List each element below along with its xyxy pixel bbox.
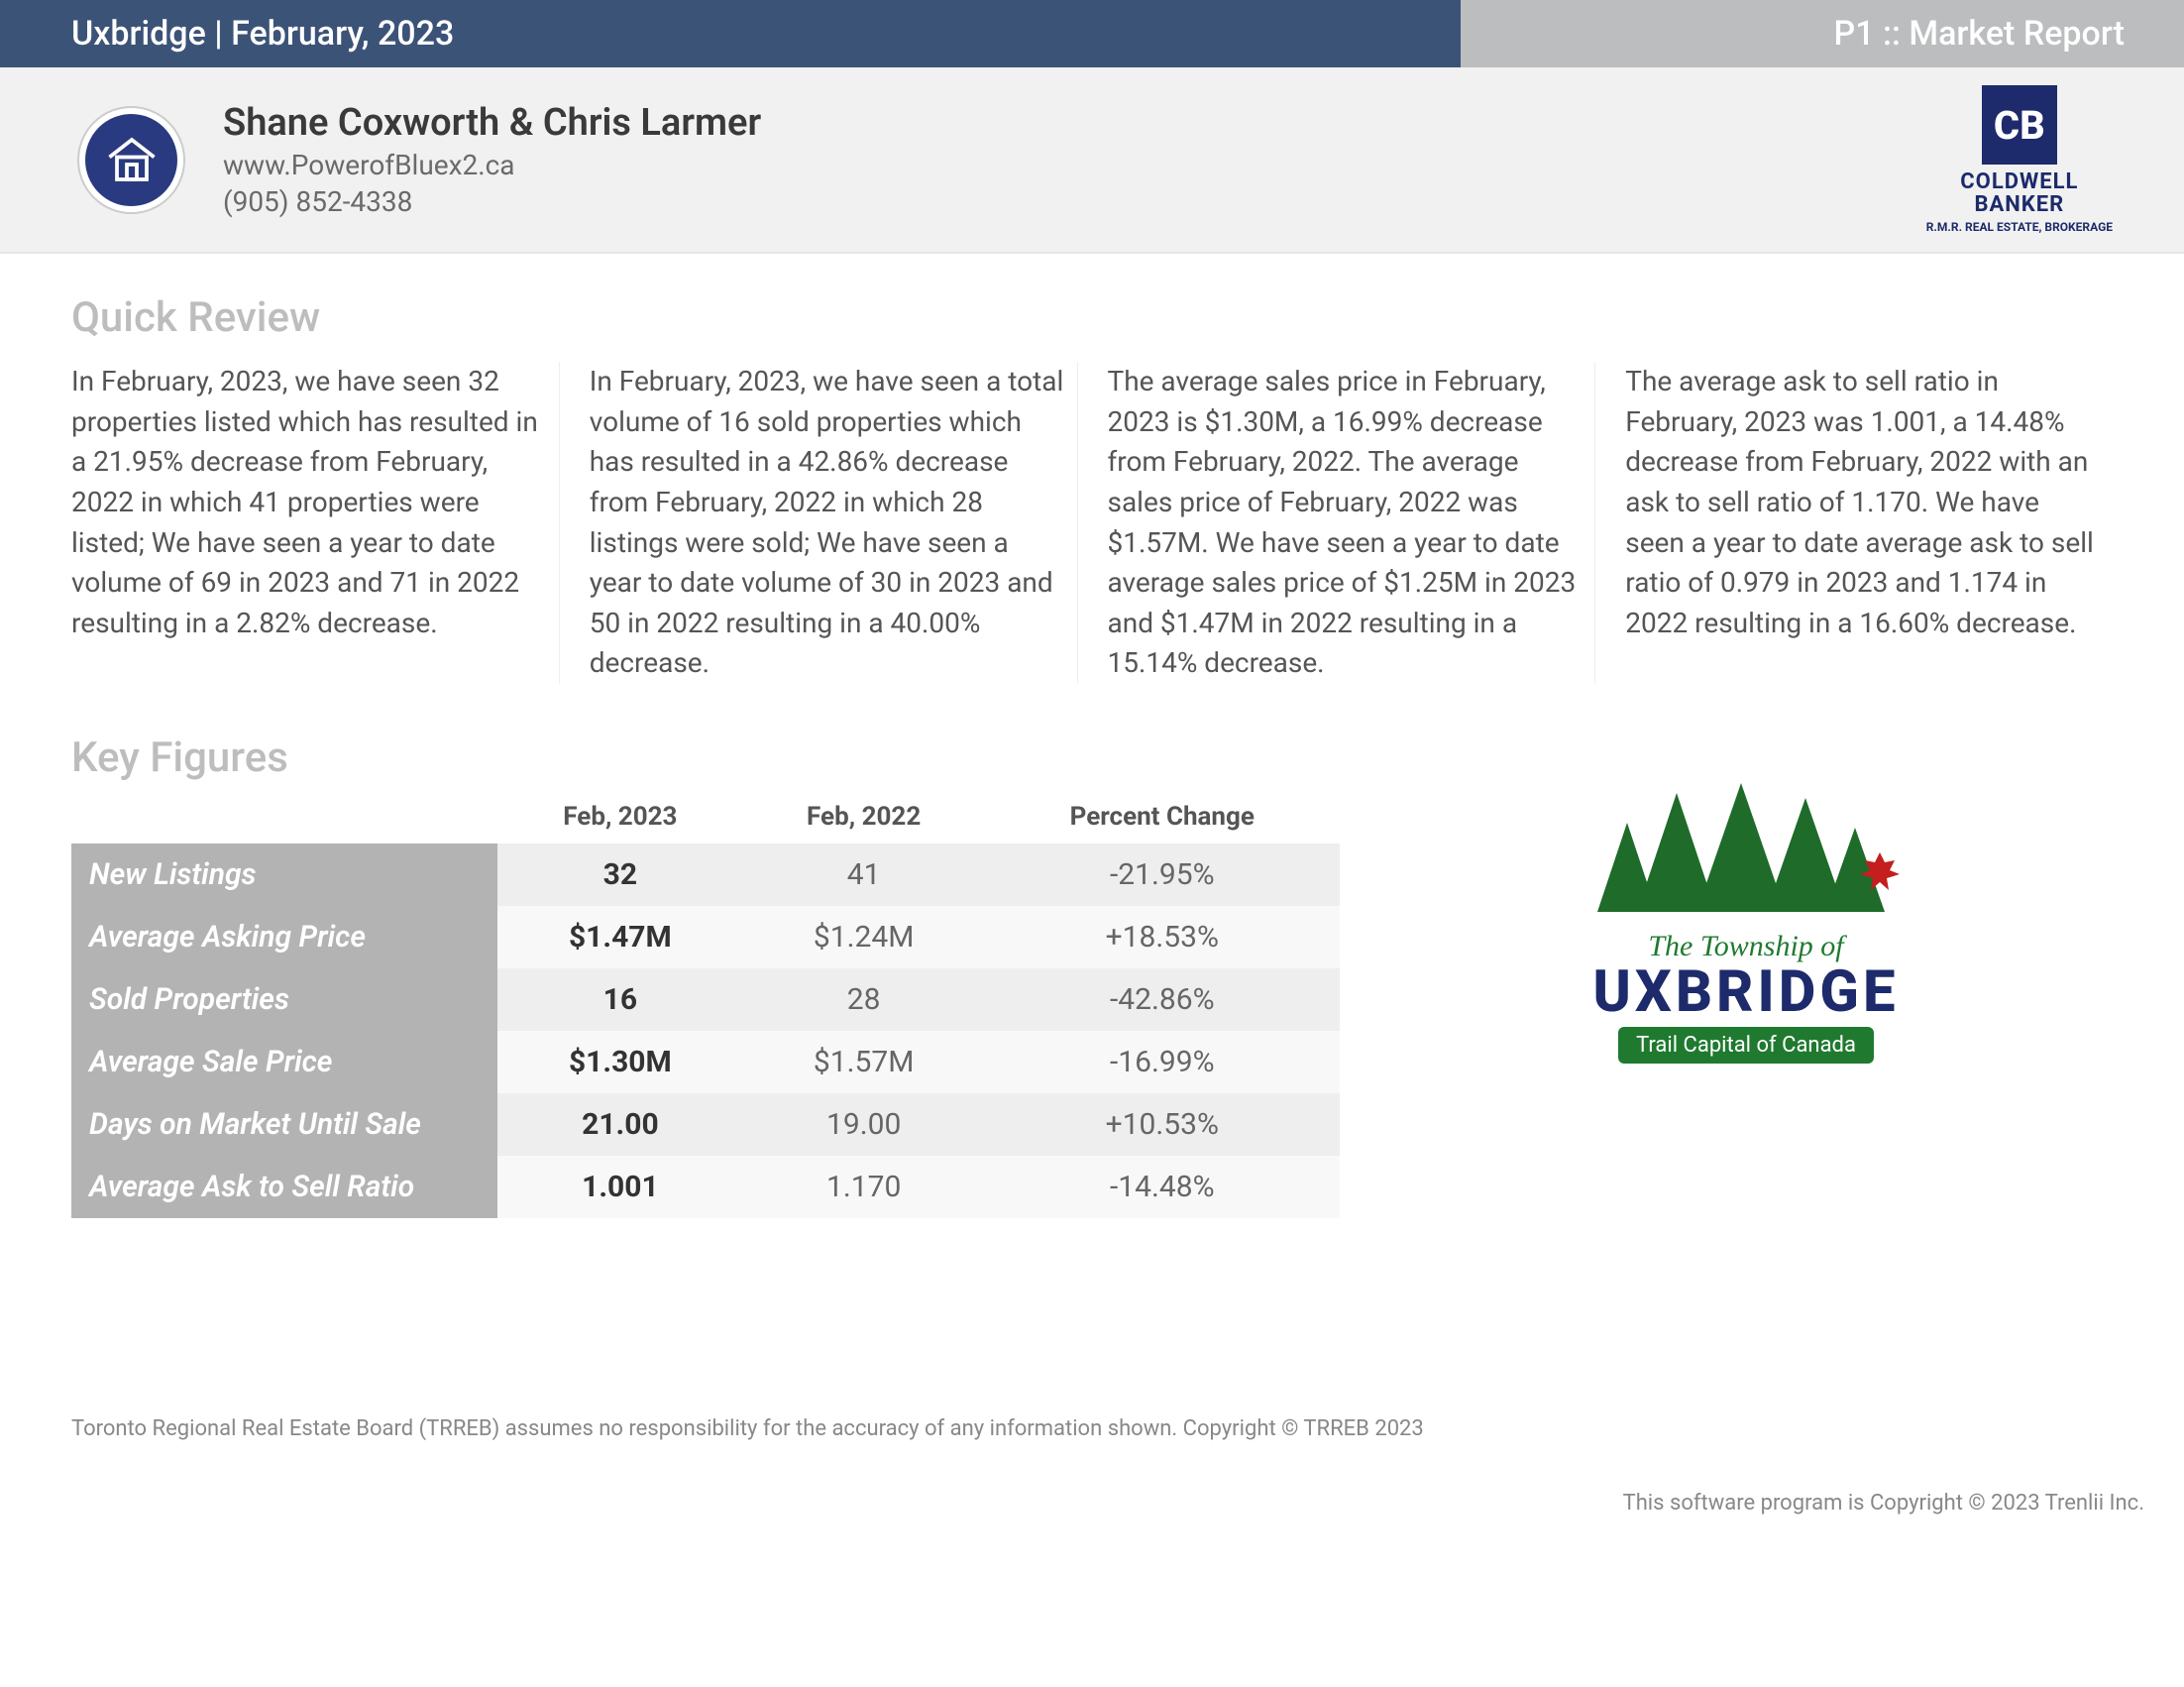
th-blank bbox=[71, 790, 497, 844]
topbar-page: P1 :: Market Report bbox=[1461, 0, 2184, 67]
row-value-current: $1.30M bbox=[497, 1031, 743, 1093]
review-col-2: In February, 2023, we have seen a total … bbox=[590, 362, 1078, 684]
township-badge: Trail Capital of Canada bbox=[1618, 1027, 1874, 1064]
row-value-prior: 19.00 bbox=[743, 1093, 985, 1156]
review-col-3: The average sales price in February, 202… bbox=[1108, 362, 1596, 684]
row-value-current: 1.001 bbox=[497, 1156, 743, 1218]
header: Shane Coxworth & Chris Larmer www.Powero… bbox=[0, 67, 2184, 254]
row-value-change: +18.53% bbox=[985, 906, 1340, 968]
key-figures-wrap: Key Figures Feb, 2023 Feb, 2022 Percent … bbox=[71, 733, 2113, 1218]
row-value-change: -21.95% bbox=[985, 844, 1340, 906]
topbar-title: Uxbridge | February, 2023 bbox=[0, 0, 1461, 67]
th-col3: Percent Change bbox=[985, 790, 1340, 844]
agent-phone: (905) 852-4338 bbox=[223, 185, 761, 218]
township-line2: UXBRIDGE bbox=[1592, 963, 1899, 1021]
key-figures-table: Feb, 2023 Feb, 2022 Percent Change New L… bbox=[71, 790, 1340, 1218]
table-row: New Listings3241-21.95% bbox=[71, 844, 1340, 906]
table-row: Days on Market Until Sale21.0019.00+10.5… bbox=[71, 1093, 1340, 1156]
row-value-prior: 1.170 bbox=[743, 1156, 985, 1218]
row-value-prior: 41 bbox=[743, 844, 985, 906]
row-label: New Listings bbox=[71, 844, 497, 906]
agent-info: Shane Coxworth & Chris Larmer www.Powero… bbox=[223, 101, 761, 218]
row-label: Average Sale Price bbox=[71, 1031, 497, 1093]
township-logo: The Township of UXBRIDGE Trail Capital o… bbox=[1379, 733, 2113, 1064]
row-value-current: 16 bbox=[497, 968, 743, 1031]
key-figures-title: Key Figures bbox=[71, 733, 1340, 782]
table-header-row: Feb, 2023 Feb, 2022 Percent Change bbox=[71, 790, 1340, 844]
agent-site: www.PowerofBluex2.ca bbox=[223, 149, 761, 181]
brand-line2: BANKER bbox=[1926, 193, 2113, 216]
row-value-prior: $1.57M bbox=[743, 1031, 985, 1093]
footer-software: This software program is Copyright © 202… bbox=[0, 1461, 2184, 1545]
row-value-current: 32 bbox=[497, 844, 743, 906]
brand-line1: COLDWELL bbox=[1926, 170, 2113, 193]
row-value-prior: $1.24M bbox=[743, 906, 985, 968]
review-col-1: In February, 2023, we have seen 32 prope… bbox=[71, 362, 560, 684]
row-value-change: -42.86% bbox=[985, 968, 1340, 1031]
table-area: Key Figures Feb, 2023 Feb, 2022 Percent … bbox=[71, 733, 1340, 1218]
row-value-change: -14.48% bbox=[985, 1156, 1340, 1218]
table-row: Average Asking Price$1.47M$1.24M+18.53% bbox=[71, 906, 1340, 968]
row-value-prior: 28 bbox=[743, 968, 985, 1031]
quick-review-title: Quick Review bbox=[71, 293, 2113, 342]
table-row: Average Sale Price$1.30M$1.57M-16.99% bbox=[71, 1031, 1340, 1093]
row-label: Sold Properties bbox=[71, 968, 497, 1031]
review-col-4: The average ask to sell ratio in Februar… bbox=[1625, 362, 2113, 684]
row-value-change: +10.53% bbox=[985, 1093, 1340, 1156]
brand-sub: R.M.R. REAL ESTATE, BROKERAGE bbox=[1926, 220, 2113, 234]
row-label: Days on Market Until Sale bbox=[71, 1093, 497, 1156]
row-label: Average Asking Price bbox=[71, 906, 497, 968]
row-label: Average Ask to Sell Ratio bbox=[71, 1156, 497, 1218]
trees-icon bbox=[1568, 773, 1924, 922]
row-value-current: 21.00 bbox=[497, 1093, 743, 1156]
footer-disclaimer: Toronto Regional Real Estate Board (TRRE… bbox=[0, 1238, 2184, 1461]
row-value-change: -16.99% bbox=[985, 1031, 1340, 1093]
agent-logo-icon bbox=[79, 108, 183, 212]
agent-name: Shane Coxworth & Chris Larmer bbox=[223, 101, 761, 145]
brand-cb-icon: CB bbox=[1982, 85, 2057, 165]
th-col2: Feb, 2022 bbox=[743, 790, 985, 844]
review-columns: In February, 2023, we have seen 32 prope… bbox=[71, 362, 2113, 684]
table-row: Sold Properties1628-42.86% bbox=[71, 968, 1340, 1031]
row-value-current: $1.47M bbox=[497, 906, 743, 968]
brand-logo: CB COLDWELL BANKER R.M.R. REAL ESTATE, B… bbox=[1926, 85, 2113, 234]
header-left: Shane Coxworth & Chris Larmer www.Powero… bbox=[79, 101, 761, 218]
th-col1: Feb, 2023 bbox=[497, 790, 743, 844]
content: Quick Review In February, 2023, we have … bbox=[0, 254, 2184, 1238]
topbar: Uxbridge | February, 2023 P1 :: Market R… bbox=[0, 0, 2184, 67]
table-row: Average Ask to Sell Ratio1.0011.170-14.4… bbox=[71, 1156, 1340, 1218]
